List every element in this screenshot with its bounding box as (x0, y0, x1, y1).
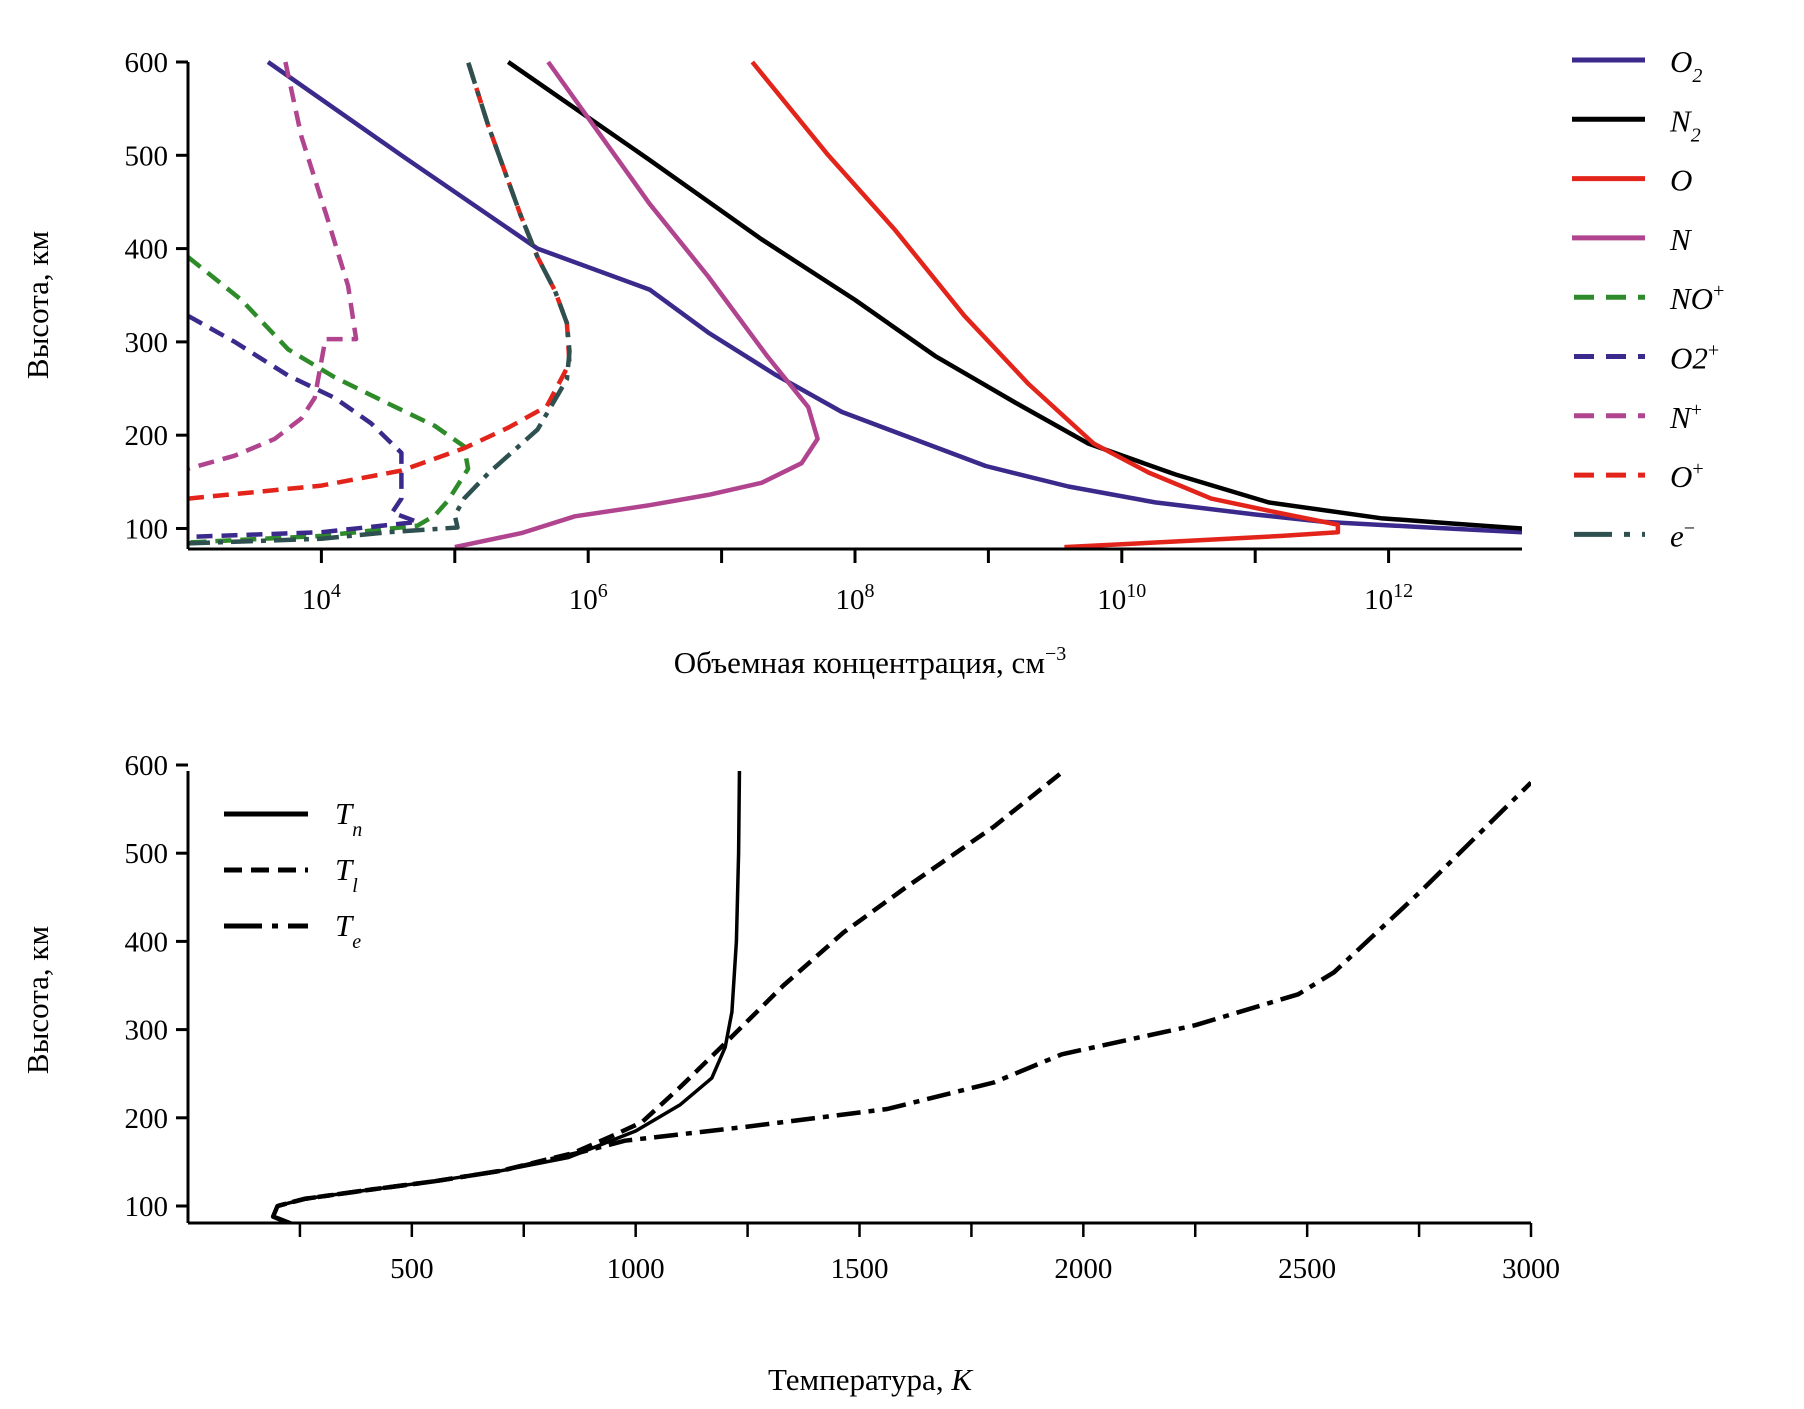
series-line-nominusplus (188, 255, 471, 545)
legend-item: N2 (1572, 103, 1701, 146)
legend-label: e− (1670, 517, 1695, 553)
x-tick-label: 104 (302, 580, 341, 616)
legend-label: N (1669, 222, 1693, 257)
temperature-chart: 100 200 300 400 500 600 500 1000 1500 2000 2500 30… (20, 750, 1560, 1397)
x-tick-label: 2500 (1278, 1253, 1336, 1285)
series-line-te (270, 780, 1531, 1223)
y-tick-label: 500 (125, 838, 169, 870)
x-axis-title-text: Температура, (768, 1362, 951, 1397)
series-line-o2minusplus (188, 313, 420, 540)
legend-item: NO+ (1574, 280, 1724, 316)
x-tick-label: 108 (836, 580, 875, 616)
x-axis-title-italic: K (950, 1362, 974, 1397)
y-axis-title: Высота, км (20, 926, 55, 1074)
x-tick-label: 1012 (1364, 580, 1413, 616)
legend-label: O2+ (1670, 340, 1719, 376)
series-line-ti (270, 771, 1068, 1223)
legend-label: Te (335, 908, 361, 953)
y-tick-label: 100 (125, 513, 169, 545)
y-tick-label: 300 (125, 327, 169, 359)
legend-label: Tl (335, 852, 358, 897)
legend-item: Tn (224, 796, 362, 841)
x-axis-title: Температура, K (768, 1362, 974, 1397)
y-tick-label: 600 (125, 47, 169, 79)
y-tick-label: 600 (125, 750, 169, 782)
legend-label: N+ (1669, 399, 1702, 435)
y-tick-label: 200 (125, 420, 169, 452)
legend-item: e− (1574, 517, 1695, 553)
series-line-nminusplus (188, 61, 359, 471)
concentration-legend: O2 N2 ON NO+ O2+ N+ O+ e− (1572, 44, 1724, 553)
temperature-legend: Tn Tl Te (224, 796, 362, 953)
legend-label: O (1670, 163, 1692, 198)
x-tick-label: 500 (390, 1253, 434, 1285)
x-axis-title-superscript: −3 (1045, 643, 1066, 665)
legend-item: Te (224, 908, 361, 953)
legend-item: O (1572, 163, 1692, 198)
x-ticks: 500 1000 1500 2000 2500 3000 (298, 1223, 1560, 1285)
series-line-o2 (266, 60, 1522, 535)
y-ticks: 100 200 300 400 500 600 (125, 47, 188, 545)
legend-item: O2+ (1574, 340, 1719, 376)
y-tick-label: 400 (125, 234, 169, 266)
legend-label: Tn (335, 796, 362, 841)
legend-item: N (1572, 222, 1693, 257)
legend-item: Tl (224, 852, 358, 897)
y-tick-label: 500 (125, 140, 169, 172)
legend-item: N+ (1574, 399, 1702, 435)
series-line-tn (271, 771, 742, 1223)
x-tick-label: 2000 (1054, 1253, 1112, 1285)
x-axis-title-text: Объемная концентрация, см (674, 645, 1045, 680)
x-ticks: 104 106 108 1010 1012 (302, 549, 1413, 616)
legend-label: O+ (1670, 458, 1704, 494)
y-tick-label: 200 (125, 1103, 169, 1135)
y-axis-title: Высота, км (20, 231, 55, 379)
concentration-plot-area (188, 60, 1522, 549)
x-tick-label: 3000 (1502, 1253, 1560, 1285)
series-line-ominusplus (188, 61, 572, 501)
y-tick-label: 300 (125, 1015, 169, 1047)
legend-label: NO+ (1669, 280, 1724, 316)
legend-item: O+ (1574, 458, 1704, 494)
x-tick-label: 1500 (831, 1253, 889, 1285)
series-line-n2 (506, 60, 1522, 531)
concentration-chart: 100 200 300 400 500 600 104 106 108 1010 1012 Выс… (20, 44, 1724, 680)
x-tick-label: 1000 (607, 1253, 665, 1285)
legend-label: N2 (1669, 103, 1701, 146)
y-tick-label: 400 (125, 926, 169, 958)
y-ticks: 100 200 300 400 500 600 (125, 750, 188, 1223)
x-tick-label: 1010 (1097, 580, 1146, 616)
legend-label: O2 (1670, 44, 1702, 87)
series-line-n (454, 60, 820, 549)
x-axis-title: Объемная концентрация, см−3 (674, 643, 1066, 680)
legend-item: O2 (1572, 44, 1702, 87)
temperature-plot-area (270, 771, 1531, 1223)
series-line-eminus (188, 61, 572, 546)
y-tick-label: 100 (125, 1191, 169, 1223)
series-line-o (750, 60, 1341, 549)
x-tick-label: 106 (569, 580, 608, 616)
